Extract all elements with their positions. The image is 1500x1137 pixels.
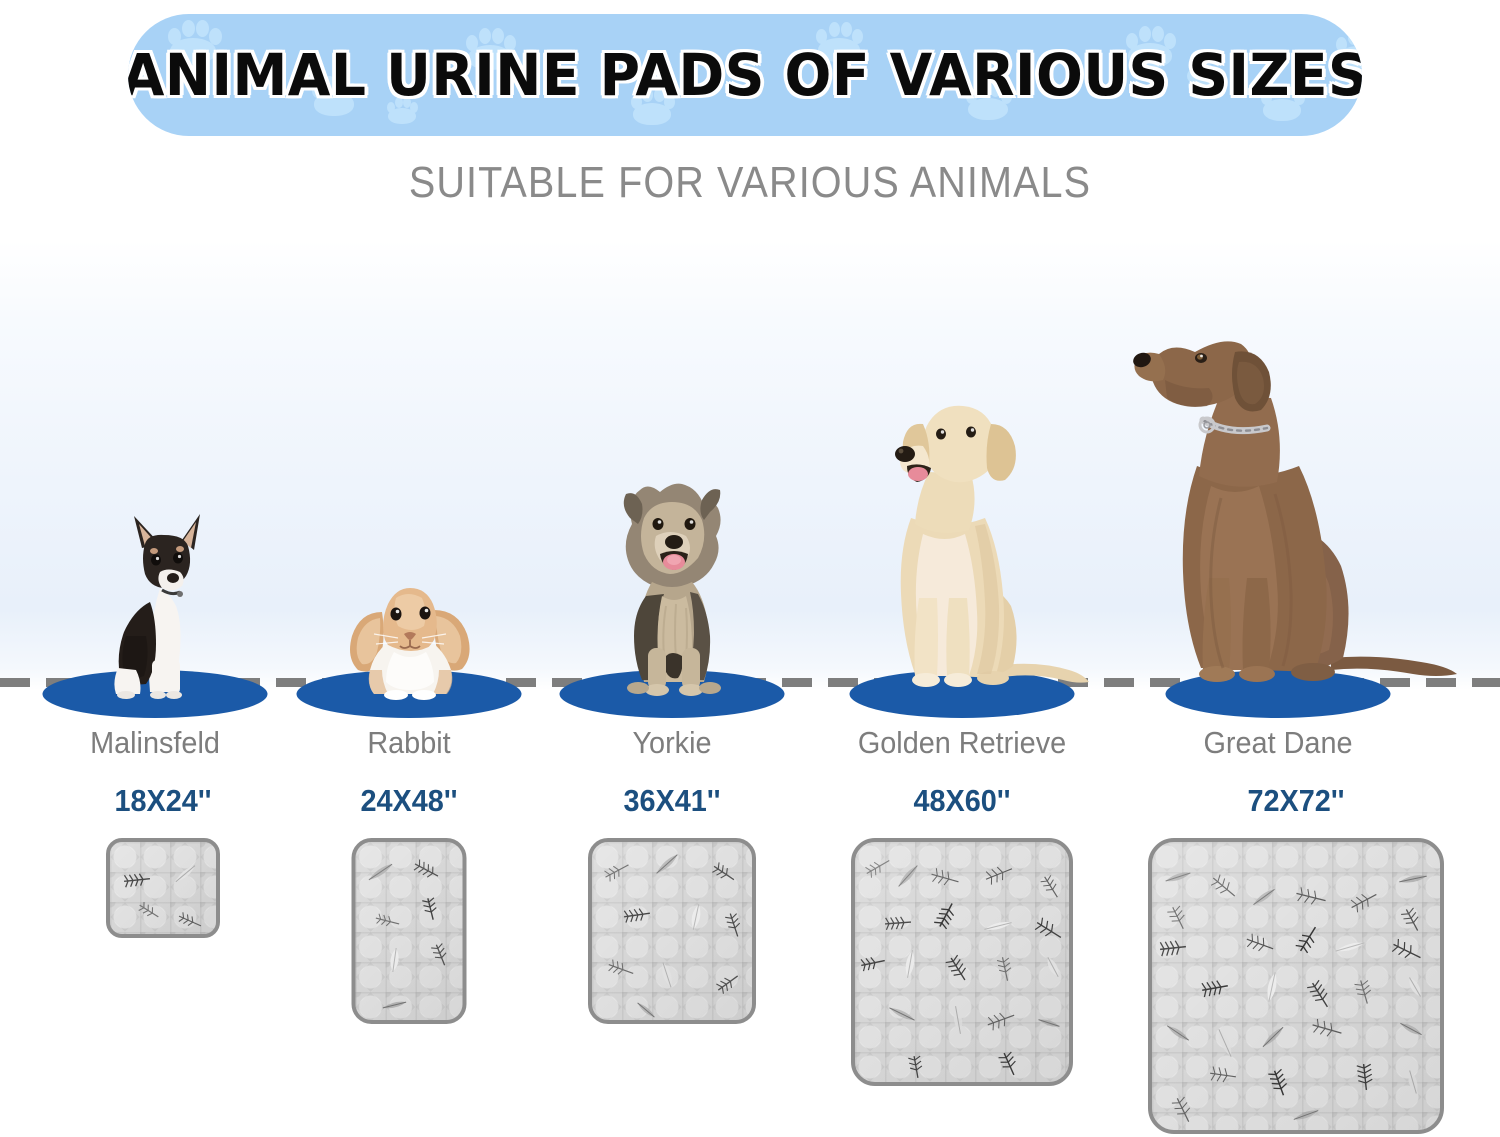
pad-sheen	[110, 842, 216, 934]
leaf-sprig-pattern	[855, 842, 1069, 1082]
pad-sheen	[355, 842, 463, 1020]
paw-print-icon	[1126, 26, 1176, 68]
pad-size-18x24: 18X24''	[114, 783, 212, 818]
quilt-grid-lines	[355, 842, 463, 1020]
great-dane-icon	[1132, 341, 1457, 682]
quilt-texture	[355, 842, 463, 1020]
pad-product-18x24[interactable]	[106, 838, 220, 938]
paw-print-icon	[966, 82, 1012, 120]
paw-print-icon	[168, 20, 222, 64]
animal-name-malinsfeld: Malinsfeld	[90, 725, 220, 760]
animal-cell-rabbit	[296, 300, 522, 718]
quilt-texture	[855, 842, 1069, 1082]
animal-cell-yorkie	[559, 300, 785, 718]
animal-name-rabbit: Rabbit	[367, 725, 451, 760]
page-subtitle: SUITABLE FOR VARIOUS ANIMALS	[408, 158, 1092, 207]
quilt-grid-lines	[1152, 842, 1440, 1130]
pad-sheen	[592, 842, 752, 1020]
pad-size-72x72: 72X72''	[1247, 783, 1345, 818]
pad-product-48x60[interactable]	[851, 838, 1073, 1086]
pad-product-24x48[interactable]	[351, 838, 467, 1024]
leaf-sprig-pattern	[356, 842, 463, 1020]
paw-print-icon	[816, 22, 863, 62]
pad-size-36x41: 36X41''	[623, 783, 721, 818]
quilt-texture	[1152, 842, 1440, 1130]
paw-print-icon	[1261, 84, 1305, 121]
paw-print-icon	[631, 88, 675, 125]
quilt-grid-lines	[855, 842, 1069, 1082]
paw-print-icon	[1336, 30, 1362, 68]
yorkie-icon	[623, 483, 721, 696]
paw-print-icon	[1187, 64, 1221, 94]
pad-product-36x41[interactable]	[588, 838, 756, 1024]
pad-size-48x60: 48X60''	[913, 783, 1011, 818]
pad-product-row	[0, 838, 1500, 1137]
page-title: ANIMAL URINE PADS OF VARIOUS SIZES	[128, 41, 1362, 109]
quilt-texture	[110, 842, 216, 934]
pad-sheen	[855, 842, 1069, 1082]
pad-size-24x48: 24X48''	[360, 783, 458, 818]
animal-cell-malinsfeld	[42, 300, 268, 718]
rabbit-icon	[350, 588, 470, 700]
paw-print-icon	[387, 97, 418, 124]
animal-name-great-dane: Great Dane	[1203, 725, 1353, 760]
animal-cell-great-dane	[1132, 300, 1457, 718]
animal-name-golden-retrieve: Golden Retrieve	[857, 725, 1067, 760]
title-banner: ANIMAL URINE PADS OF VARIOUS SIZES	[128, 14, 1362, 136]
paw-print-icon	[312, 76, 358, 116]
quilt-grid-lines	[110, 842, 216, 934]
animal-name-yorkie: Yorkie	[632, 725, 712, 760]
paw-print-pattern	[128, 14, 1362, 136]
animal-cell-golden-retriever	[849, 300, 1090, 718]
chihuahua-icon	[114, 514, 200, 699]
leaf-sprig-pattern	[1152, 842, 1440, 1130]
pad-product-72x72[interactable]	[1148, 838, 1444, 1134]
leaf-sprig-pattern	[592, 842, 752, 1020]
leaf-sprig-pattern	[110, 842, 216, 934]
paw-print-icon	[466, 28, 516, 70]
golden-retriever-icon	[895, 405, 1090, 687]
animal-comparison-row	[0, 300, 1500, 718]
pad-sheen	[1152, 842, 1440, 1130]
